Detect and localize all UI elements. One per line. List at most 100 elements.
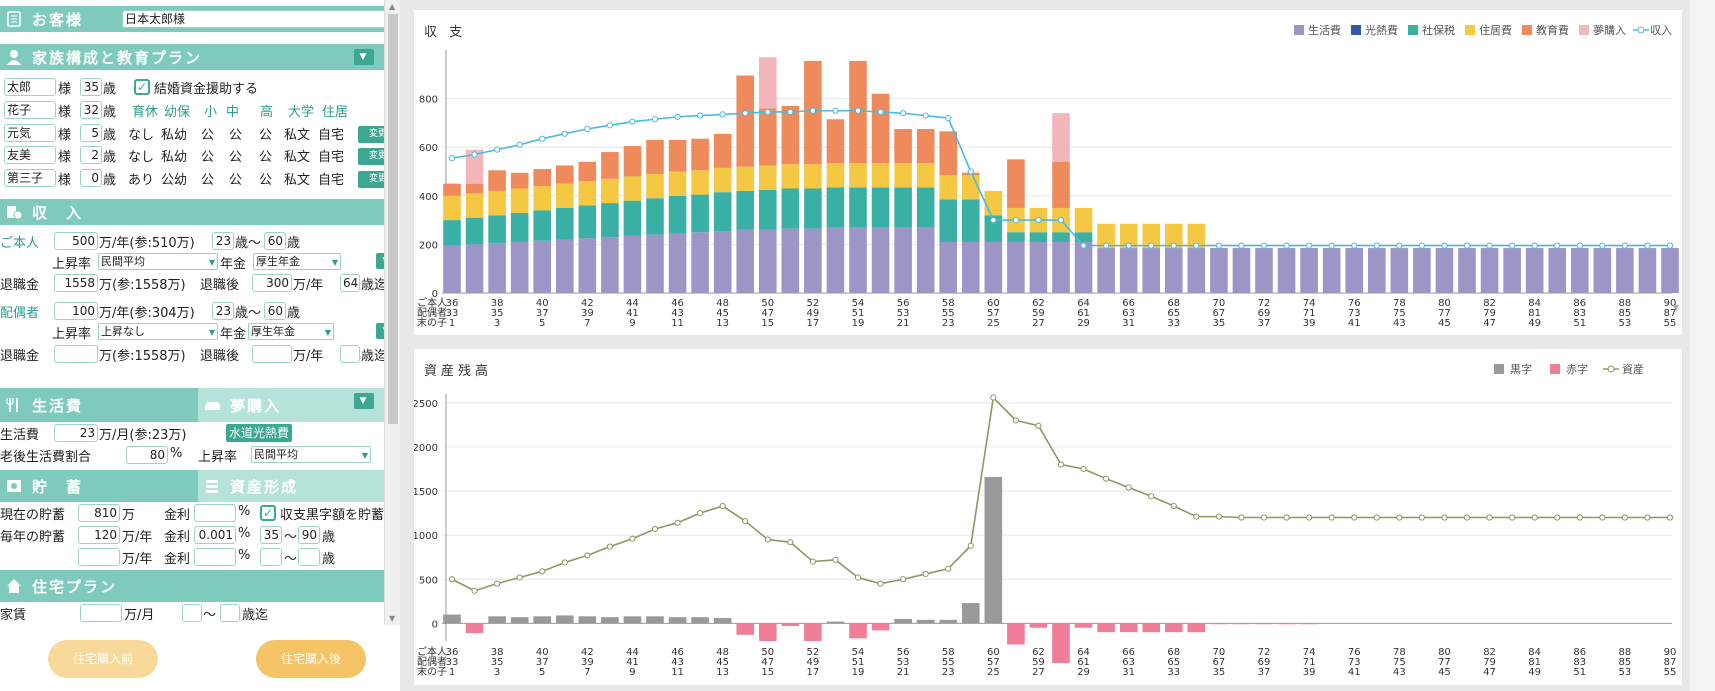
extra-rate-input[interactable] xyxy=(194,548,236,566)
extra-rate-pct: % xyxy=(238,548,251,563)
family-toggle[interactable]: ▼ xyxy=(354,49,374,65)
income-toggle[interactable]: ▼ xyxy=(376,253,384,269)
self-to-input[interactable]: 60 xyxy=(264,232,286,250)
edu-sho[interactable]: 公 xyxy=(201,128,215,143)
self-retire-input[interactable]: 1558 xyxy=(54,274,98,292)
edu-ikukyu[interactable]: なし xyxy=(128,150,155,165)
fork-knife-icon xyxy=(6,397,22,413)
edu-ju[interactable]: 自宅 xyxy=(318,128,345,143)
spouse-to-input[interactable]: 60 xyxy=(264,302,286,320)
extra-from-input[interactable] xyxy=(260,548,282,566)
edu-ikukyu[interactable]: あり xyxy=(128,173,155,188)
edu-chu[interactable]: 公 xyxy=(229,173,243,188)
edu-yochien[interactable]: 私幼 xyxy=(161,128,188,143)
spouse-from-input[interactable]: 23 xyxy=(212,302,234,320)
member-age-input[interactable]: 5 xyxy=(80,124,102,142)
rent-from-input[interactable] xyxy=(182,604,202,622)
left-scrollbar[interactable]: ▲ ▼ xyxy=(384,0,400,625)
edu-dai[interactable]: 私文 xyxy=(284,128,311,143)
cashflow-chart-panel: 収 支 0 200 400 600 800 ご本人 配偶者 末の子 36 33 1 38 35 3 40 37 5… xyxy=(414,10,1682,335)
asset-chart: 資産残高05001000150020002500ご本人配偶者末の子3633138… xyxy=(413,362,1677,678)
self-until-input[interactable]: 64 xyxy=(340,274,360,292)
extra-to-input[interactable] xyxy=(298,548,320,566)
edu-yochien[interactable]: 私幼 xyxy=(161,150,188,165)
dream-toggle[interactable]: ▼ xyxy=(354,393,374,409)
edu-yochien[interactable]: 公幼 xyxy=(161,173,188,188)
edu-dai[interactable]: 私文 xyxy=(284,173,311,188)
edu-chu[interactable]: 公 xyxy=(229,150,243,165)
extra-rate-label: 金利 xyxy=(164,552,191,567)
annual-rate-input[interactable]: 0.001 xyxy=(194,526,236,544)
rent-to-input[interactable] xyxy=(220,604,240,622)
edu-dai[interactable]: 私文 xyxy=(284,150,311,165)
spouse-toggle[interactable]: ▼ xyxy=(376,323,384,339)
before-purchase-button[interactable]: 住宅購入前 xyxy=(48,640,158,678)
after-purchase-button[interactable]: 住宅購入後 xyxy=(256,640,366,678)
bar-dream xyxy=(465,149,484,184)
annual-from-input[interactable]: 35 xyxy=(260,526,282,544)
member-age-input[interactable]: 35 xyxy=(80,78,102,96)
x-tick-label: 56 xyxy=(897,647,910,658)
self-from-input[interactable]: 23 xyxy=(212,232,234,250)
edu-ko[interactable]: 公 xyxy=(259,150,273,165)
rent-input[interactable] xyxy=(80,604,122,622)
change-button[interactable]: 変更 xyxy=(358,148,384,165)
edu-ju[interactable]: 自宅 xyxy=(318,150,345,165)
member-name-input[interactable]: 第三子 xyxy=(4,169,56,187)
edu-sho[interactable]: 公 xyxy=(201,173,215,188)
member-name-input[interactable]: 友美 xyxy=(4,146,56,164)
edu-sho[interactable]: 公 xyxy=(201,150,215,165)
current-rate-input[interactable] xyxy=(194,504,236,522)
member-age-input[interactable]: 32 xyxy=(80,101,102,119)
retire-label: 退職金 xyxy=(0,278,40,293)
scroll-thumb[interactable] xyxy=(388,14,398,424)
edu-ikukyu[interactable]: なし xyxy=(128,128,155,143)
spouse-until-input[interactable] xyxy=(340,345,360,363)
member-age-input[interactable]: 2 xyxy=(80,146,102,164)
spouse-retire-input[interactable] xyxy=(54,345,98,363)
edu-ko[interactable]: 公 xyxy=(259,128,273,143)
asset-point xyxy=(1463,514,1471,521)
self-rise-select[interactable]: 民間平均 xyxy=(98,253,218,270)
member-age-input[interactable]: 0 xyxy=(80,169,102,187)
y-tick-label: 800 xyxy=(419,95,438,106)
annual-to-input[interactable]: 90 xyxy=(298,526,320,544)
member-name-input[interactable]: 元気 xyxy=(4,124,56,142)
spouse-pension-select[interactable]: 厚生年金 xyxy=(248,323,334,340)
self-after-input[interactable]: 300 xyxy=(252,274,292,292)
extra-savings-input[interactable] xyxy=(78,548,120,566)
income-point xyxy=(1509,242,1516,249)
asset-point xyxy=(584,552,591,559)
x-tick-label: 62 xyxy=(1032,298,1045,309)
income-point xyxy=(1531,242,1538,249)
member-name-input[interactable]: 花子 xyxy=(4,101,56,119)
bar-housing xyxy=(1187,223,1206,249)
utility-button[interactable]: 水道光熱費 xyxy=(226,424,293,442)
annual-savings-input[interactable]: 120 xyxy=(78,526,120,544)
self-income-input[interactable]: 500 xyxy=(54,232,98,250)
right-scrollbar[interactable] xyxy=(1690,0,1715,691)
old-living-input[interactable]: 80 xyxy=(126,446,168,464)
spouse-rise-select[interactable]: 上昇なし xyxy=(98,323,218,340)
living-input[interactable]: 23 xyxy=(54,424,98,442)
edu-ko[interactable]: 公 xyxy=(259,173,273,188)
bar-education xyxy=(1007,159,1025,208)
spouse-after-input[interactable] xyxy=(252,345,292,363)
change-button[interactable]: 変更 xyxy=(358,171,384,188)
edu-ju[interactable]: 自宅 xyxy=(318,173,345,188)
asset-point xyxy=(561,559,568,566)
self-pension-select[interactable]: 厚生年金 xyxy=(253,253,341,270)
marriage-checkbox[interactable]: ✓ xyxy=(134,79,150,95)
bar-housing xyxy=(578,181,597,206)
spouse-income-input[interactable]: 100 xyxy=(54,302,98,320)
surplus-checkbox[interactable]: ✓ xyxy=(260,505,276,521)
edu-chu[interactable]: 公 xyxy=(229,128,243,143)
bar-housing xyxy=(984,190,1003,216)
customer-name-input[interactable]: 日本太郎様 xyxy=(122,10,384,28)
axis-row-label: ご本人 xyxy=(417,296,447,309)
member-name-input[interactable]: 太郎 xyxy=(4,78,56,96)
current-savings-input[interactable]: 810 xyxy=(78,504,120,522)
change-button[interactable]: 変更 xyxy=(358,126,384,143)
bar-living xyxy=(1164,248,1183,293)
living-rise-select[interactable]: 民間平均 xyxy=(251,446,371,463)
